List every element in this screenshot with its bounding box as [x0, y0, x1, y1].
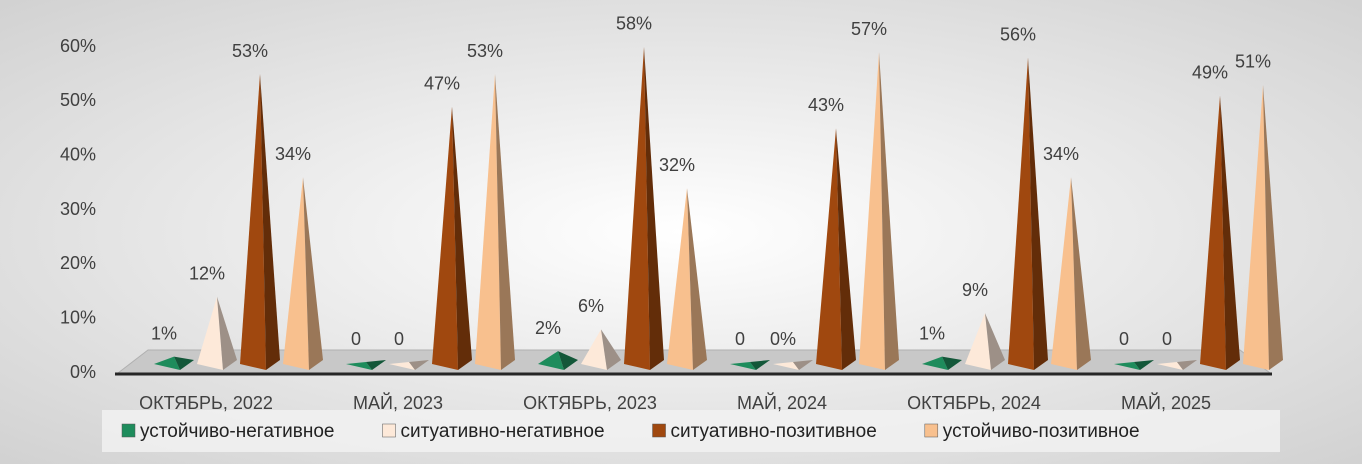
- pyramid-shade: [1177, 360, 1197, 370]
- data-label: 43%: [808, 95, 844, 115]
- data-label: 12%: [189, 264, 225, 284]
- x-tick-label: МАЙ, 2024: [737, 392, 827, 413]
- pyramid-shade: [1134, 360, 1154, 370]
- legend-label: ситуативно-позитивное: [671, 421, 877, 442]
- pyramid: [283, 177, 309, 370]
- pyramid: [581, 329, 607, 370]
- data-label: 51%: [1235, 52, 1271, 72]
- pyramid: [1243, 84, 1269, 370]
- pyramid: [859, 52, 885, 371]
- pyramid-shade: [260, 74, 280, 370]
- pyramid: [624, 46, 650, 370]
- pyramid: [154, 356, 180, 370]
- data-label: 49%: [1192, 62, 1228, 82]
- pyramid: [922, 356, 948, 370]
- data-label: 0: [351, 329, 361, 349]
- legend-label: устойчиво-негативное: [140, 421, 335, 442]
- pyramid: [1008, 57, 1034, 371]
- y-tick-label: 40%: [60, 144, 96, 164]
- y-tick-label: 20%: [60, 253, 96, 273]
- pyramid: [816, 128, 842, 370]
- data-label: 58%: [616, 14, 652, 34]
- data-label: 0: [1119, 329, 1129, 349]
- pyramid: [667, 188, 693, 370]
- pyramid: [475, 74, 501, 370]
- pyramid: [1200, 95, 1226, 370]
- pyramid-shade: [1028, 57, 1048, 371]
- data-label: 32%: [659, 155, 695, 175]
- pyramid: [730, 362, 756, 370]
- y-tick-label: 30%: [60, 199, 96, 219]
- pyramid-shade: [452, 106, 472, 371]
- x-tick-label: ОКТЯБРЬ, 2023: [523, 393, 657, 413]
- pyramid: [197, 296, 223, 370]
- y-tick-label: 10%: [60, 307, 96, 327]
- legend-label: ситуативно-негативное: [401, 421, 605, 442]
- legend-swatch: [652, 423, 666, 438]
- pyramid: [1114, 362, 1140, 370]
- data-label: 34%: [1043, 144, 1079, 164]
- x-tick-label: ОКТЯБРЬ, 2022: [139, 393, 273, 413]
- pyramid-shade: [409, 360, 429, 370]
- pyramid: [538, 351, 564, 370]
- y-tick-label: 0%: [70, 362, 96, 382]
- pyramid-shade: [1071, 177, 1091, 370]
- pyramid: [432, 106, 458, 371]
- legend-swatch: [382, 423, 396, 438]
- pyramid: [346, 362, 372, 370]
- legend-swatch: [121, 423, 136, 438]
- pyramid-shade: [217, 296, 237, 370]
- pyramid-shade: [1220, 95, 1240, 370]
- data-label: 0: [1162, 329, 1172, 349]
- legend-swatch: [924, 423, 939, 438]
- pyramid-shade: [495, 74, 515, 370]
- pyramid: [389, 362, 415, 370]
- legend-label: устойчиво-позитивное: [943, 421, 1140, 442]
- data-label: 47%: [424, 73, 460, 93]
- pyramid-shade: [174, 356, 194, 370]
- y-tick-label: 60%: [60, 36, 96, 56]
- data-label: 0: [394, 329, 404, 349]
- pyramid-shade: [644, 46, 664, 370]
- pyramid: [1157, 362, 1183, 370]
- pyramid-shade: [879, 52, 899, 371]
- pyramid-shade: [836, 128, 856, 370]
- data-label: 53%: [232, 41, 268, 61]
- x-tick-label: МАЙ, 2025: [1121, 392, 1211, 413]
- pyramid: [965, 313, 991, 370]
- data-label: 57%: [851, 19, 887, 39]
- pyramid-shade: [942, 356, 962, 370]
- data-label: 0%: [770, 329, 796, 349]
- x-tick-label: ОКТЯБРЬ, 2024: [907, 393, 1041, 413]
- pyramid: [240, 74, 266, 370]
- data-label: 53%: [467, 41, 503, 61]
- data-label: 1%: [919, 323, 945, 343]
- x-tick-label: МАЙ, 2023: [353, 392, 443, 413]
- pyramid-shade: [793, 360, 813, 370]
- pyramid: [773, 362, 799, 370]
- pyramid-shade: [601, 329, 621, 370]
- y-tick-label: 50%: [60, 90, 96, 110]
- data-label: 6%: [578, 296, 604, 316]
- pyramid-shade: [303, 177, 323, 370]
- pyramid-shade: [750, 360, 770, 370]
- pyramid-shade: [687, 188, 707, 370]
- pyramid-shade: [985, 313, 1005, 370]
- data-label: 0: [735, 329, 745, 349]
- pyramid: [1051, 177, 1077, 370]
- data-label: 1%: [151, 323, 177, 343]
- pyramid-shade: [366, 360, 386, 370]
- data-label: 34%: [275, 144, 311, 164]
- data-label: 56%: [1000, 24, 1036, 44]
- pyramid-shade: [1263, 84, 1283, 370]
- legend-box: [102, 410, 1280, 452]
- pyramid-shade: [558, 351, 578, 370]
- data-label: 2%: [535, 318, 561, 338]
- data-label: 9%: [962, 280, 988, 300]
